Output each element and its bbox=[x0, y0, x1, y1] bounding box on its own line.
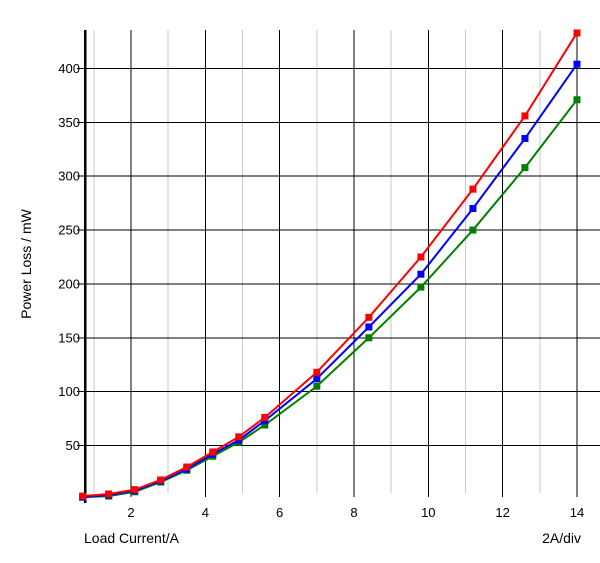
series-green-marker bbox=[469, 226, 477, 234]
series-red-marker bbox=[261, 413, 269, 421]
series-red-marker bbox=[365, 313, 373, 321]
series-green-marker bbox=[365, 334, 373, 342]
series-blue-marker bbox=[469, 205, 477, 213]
series-red-marker bbox=[183, 463, 191, 471]
series-green-marker bbox=[521, 164, 529, 172]
series-red-marker bbox=[209, 448, 217, 456]
x-scale-per-division-label: 2A/div bbox=[542, 530, 581, 546]
series-red-marker bbox=[235, 433, 243, 441]
series-red-marker bbox=[417, 253, 425, 261]
series-red-marker bbox=[469, 185, 477, 193]
series-blue-marker bbox=[573, 60, 581, 68]
series-red-marker bbox=[573, 29, 581, 37]
y-tick-label: 200 bbox=[58, 276, 80, 291]
y-tick-label: 100 bbox=[58, 384, 80, 399]
y-tick-label: 300 bbox=[58, 169, 80, 184]
x-axis-title: Load Current/A bbox=[84, 530, 179, 546]
series-red-marker bbox=[131, 486, 139, 494]
x-tick-label: 8 bbox=[350, 505, 357, 520]
series-red-marker bbox=[313, 368, 321, 376]
y-tick-label: 350 bbox=[58, 115, 80, 130]
series-blue-marker bbox=[313, 375, 321, 383]
series-blue-marker bbox=[417, 270, 425, 278]
x-tick-label: 10 bbox=[421, 505, 435, 520]
y-tick-label: 250 bbox=[58, 223, 80, 238]
series-red-marker bbox=[157, 476, 165, 484]
y-axis-title: Power Loss / mW bbox=[18, 209, 34, 319]
series-red-line bbox=[81, 31, 578, 498]
series-blue-marker bbox=[365, 323, 373, 331]
x-tick-label: 6 bbox=[276, 505, 283, 520]
series-green-marker bbox=[417, 283, 425, 291]
y-tick-label: 50 bbox=[66, 438, 80, 453]
series-red-marker bbox=[521, 112, 529, 120]
series-green-line bbox=[81, 98, 578, 499]
series-green-marker bbox=[261, 421, 269, 429]
series-green-marker bbox=[313, 382, 321, 390]
series-red-marker bbox=[79, 492, 87, 500]
series-green-marker bbox=[573, 96, 581, 104]
series-red-marker bbox=[105, 490, 113, 498]
y-tick-label: 400 bbox=[58, 61, 80, 76]
series-blue-marker bbox=[521, 135, 529, 143]
series-blue-line bbox=[81, 63, 578, 499]
x-tick-label: 2 bbox=[127, 505, 134, 520]
x-tick-label: 14 bbox=[570, 505, 584, 520]
y-tick-label: 150 bbox=[58, 330, 80, 345]
x-tick-label: 12 bbox=[495, 505, 509, 520]
x-tick-label: 4 bbox=[202, 505, 209, 520]
